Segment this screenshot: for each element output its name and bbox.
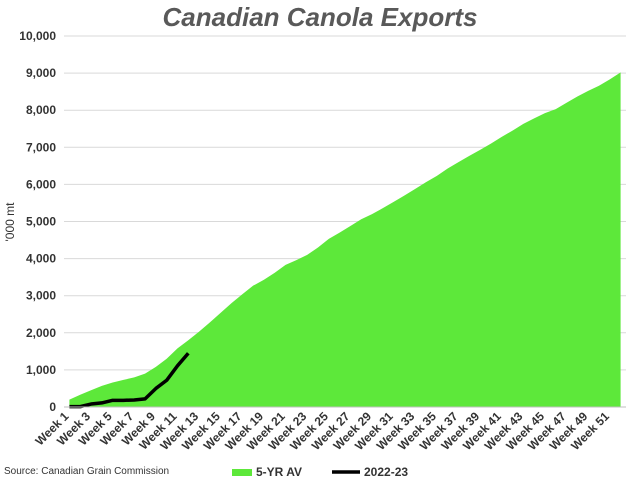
line <box>69 352 190 409</box>
y-tick-label: 4,000 <box>26 252 56 266</box>
y-tick-label: 10,000 <box>19 29 56 43</box>
legend-swatch <box>232 469 252 476</box>
legend-label: 2022-23 <box>364 465 408 479</box>
y-tick-label: 6,000 <box>26 177 56 191</box>
y-tick-label: 0 <box>49 400 56 414</box>
y-tick-label: 9,000 <box>26 66 56 80</box>
y-tick-label: 8,000 <box>26 103 56 117</box>
y-tick-label: 1,000 <box>26 363 56 377</box>
source: Source: Canadian Grain Commission <box>4 466 169 477</box>
y-tick-label: 3,000 <box>26 289 56 303</box>
y-tick-label: 5,000 <box>26 215 56 229</box>
legend-label: 5-YR AV <box>256 465 302 479</box>
y-tick-label: 2,000 <box>26 326 56 340</box>
chart-title: Canadian Canola Exports <box>163 2 478 32</box>
y-tick-label: 7,000 <box>26 140 56 154</box>
y-axis-label: '000 mt <box>3 202 17 242</box>
area <box>69 72 621 407</box>
